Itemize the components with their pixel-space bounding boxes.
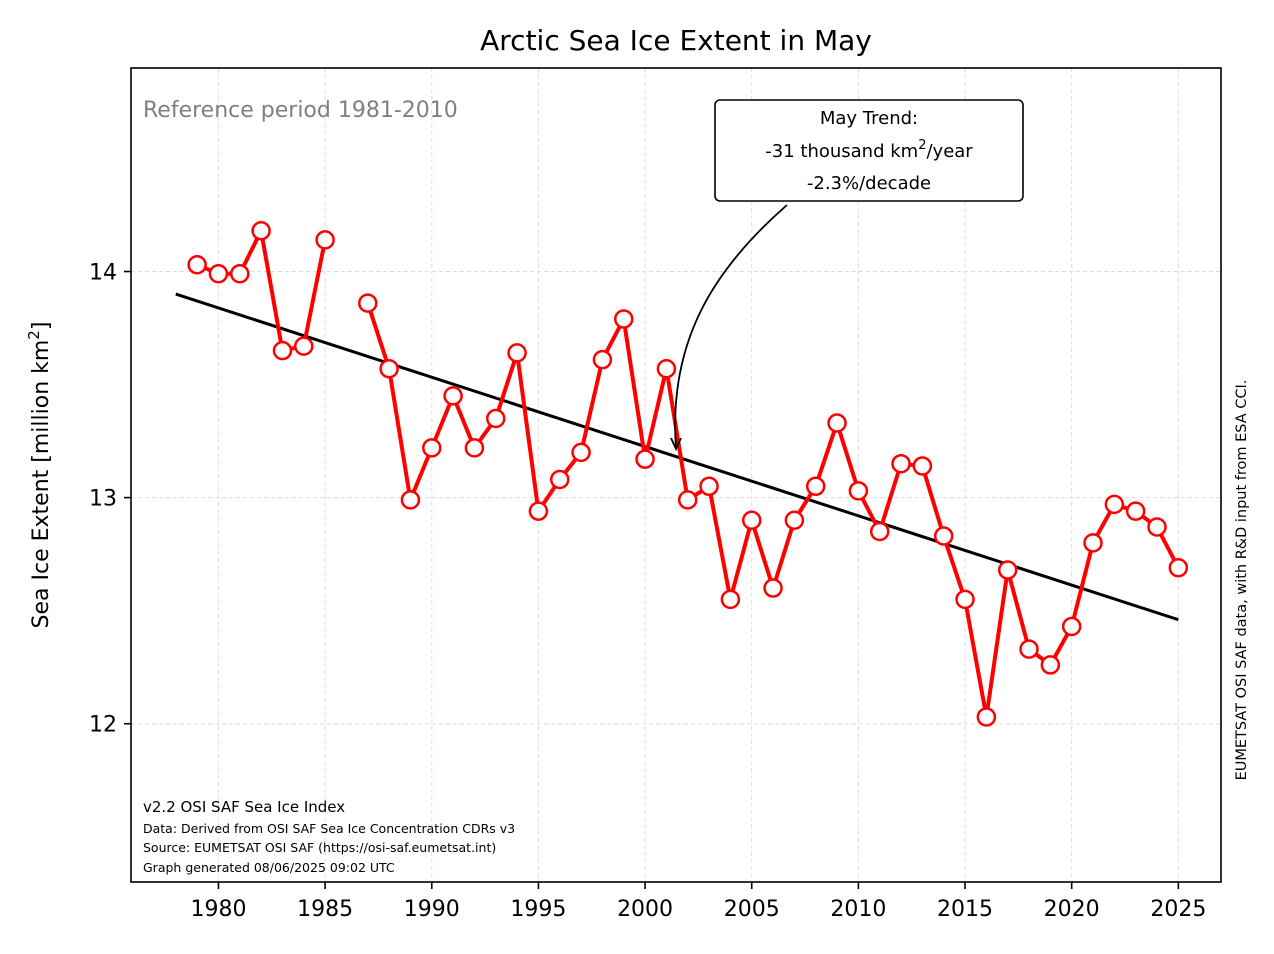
data-point <box>955 589 975 610</box>
data-source-side-note: EUMETSAT OSI SAF data, with R&D input fr… <box>1234 380 1250 781</box>
data-point <box>805 476 826 497</box>
data-point <box>699 476 719 497</box>
trend-box-line2-sup: 2 <box>918 138 926 153</box>
data-point <box>1125 501 1146 521</box>
data-point <box>549 469 570 490</box>
x-tick-label: 1995 <box>510 897 566 922</box>
x-tick-label: 2015 <box>937 897 993 922</box>
trend-box <box>714 99 1024 202</box>
gridlines <box>131 68 1221 882</box>
data-point <box>1147 517 1167 537</box>
y-tick-label: 14 <box>89 261 117 286</box>
data-point <box>443 386 463 406</box>
footnote-line: Data: Derived from OSI SAF Sea Ice Conce… <box>143 821 515 836</box>
data-point <box>912 456 933 476</box>
data-point <box>1040 655 1061 675</box>
trend-box-line2-prefix: -31 thousand km <box>765 141 918 162</box>
trend-box-line1: May Trend: <box>820 108 918 129</box>
data-point <box>379 358 399 379</box>
trend-box-line2-suffix: /year <box>926 141 973 162</box>
data-point <box>464 438 485 458</box>
data-point <box>891 453 911 474</box>
trend-arrow <box>674 204 788 449</box>
trend-line <box>175 292 1179 622</box>
data-point <box>827 413 847 433</box>
trend-arrow-head <box>670 437 682 452</box>
x-tick-label: 2025 <box>1150 897 1206 922</box>
y-axis-label: Sea Ice Extent [million km2] <box>25 322 54 629</box>
data-point <box>486 408 506 429</box>
data-point <box>635 449 655 469</box>
data-point <box>272 340 293 361</box>
data-point <box>187 254 207 275</box>
data-point <box>720 589 741 610</box>
data-point <box>677 490 698 510</box>
trend-box-line3: -2.3%/decade <box>807 173 931 194</box>
x-tick-label: 2000 <box>617 897 673 922</box>
data-point <box>507 343 527 363</box>
y-axis-label-end: ] <box>29 322 54 331</box>
data-point <box>784 510 805 530</box>
y-axis-label-sup: 2 <box>25 330 43 340</box>
footnote-line: Graph generated 08/06/2025 09:02 UTC <box>143 860 395 875</box>
series-line <box>365 302 1181 719</box>
data-point <box>294 336 314 356</box>
x-tick-label: 1980 <box>190 897 246 922</box>
data-point <box>400 490 421 510</box>
series-layer <box>187 221 1189 727</box>
footnote-title: v2.2 OSI SAF Sea Ice Index <box>143 798 345 816</box>
data-point <box>592 349 613 370</box>
data-point <box>741 510 762 530</box>
y-tick-label: 12 <box>89 713 117 738</box>
data-point <box>763 578 783 598</box>
data-point <box>571 442 591 463</box>
trend-layer <box>175 292 1179 622</box>
data-point <box>1061 616 1082 637</box>
trend-annotation: May Trend: -31 thousand km2/year -2.3%/d… <box>670 99 1024 452</box>
plot-area-frame <box>130 67 1222 883</box>
data-point <box>358 293 378 313</box>
chart-title: Arctic Sea Ice Extent in May <box>480 24 872 57</box>
y-tick-label: 13 <box>89 487 117 512</box>
x-tick-label: 2020 <box>1044 897 1100 922</box>
data-point <box>1104 494 1125 515</box>
data-point <box>422 438 442 458</box>
data-point <box>251 221 271 241</box>
data-point <box>1168 557 1189 578</box>
trend-box-line2: -31 thousand km2/year <box>765 138 973 162</box>
x-tick-label: 2005 <box>724 897 780 922</box>
data-point <box>848 481 869 501</box>
y-axis-label-main: Sea Ice Extent [million km <box>29 340 54 629</box>
data-point <box>315 230 335 250</box>
data-point <box>656 358 677 379</box>
data-point <box>528 501 549 521</box>
reference-period-label: Reference period 1981-2010 <box>143 98 458 123</box>
data-point <box>933 526 954 546</box>
x-axis: 1980 1985 1990 1995 2000 2005 2010 2015 2020 2025 <box>190 882 1206 922</box>
x-tick-label: 1985 <box>297 897 353 922</box>
y-axis: 12 13 14 <box>89 261 131 738</box>
data-point <box>230 264 250 284</box>
data-point <box>208 264 229 284</box>
data-point <box>869 521 890 542</box>
data-point <box>1083 533 1103 553</box>
footnote-line: Source: EUMETSAT OSI SAF (https://osi-sa… <box>143 840 496 855</box>
series-line <box>196 228 328 353</box>
data-point <box>976 707 997 727</box>
data-point <box>1019 639 1039 659</box>
data-point <box>613 309 634 329</box>
data-point <box>997 560 1018 580</box>
x-tick-label: 1990 <box>404 897 460 922</box>
x-tick-label: 2010 <box>830 897 886 922</box>
